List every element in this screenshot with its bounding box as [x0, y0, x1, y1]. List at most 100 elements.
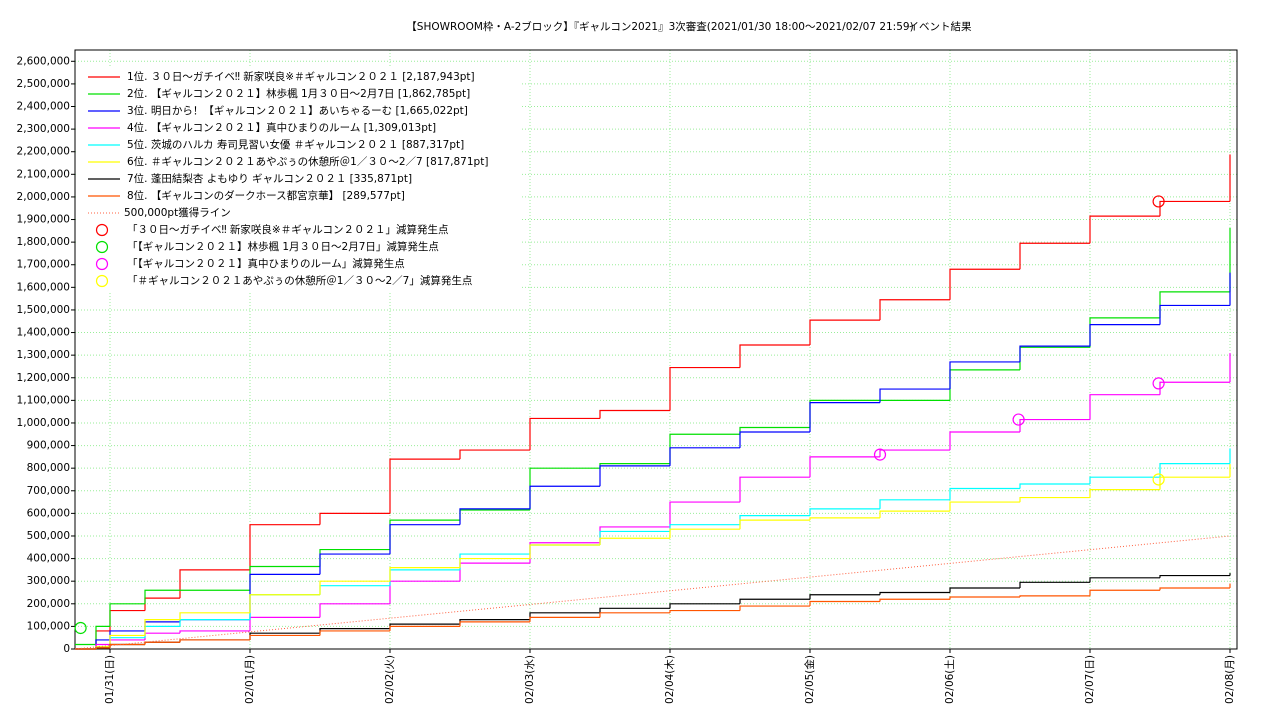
y-tick-label: 0 [63, 643, 70, 655]
y-tick-label: 2,500,000 [17, 78, 70, 90]
series-step [669, 366, 740, 411]
series-step [389, 569, 460, 586]
series-step [1159, 476, 1230, 490]
series-step [1019, 346, 1090, 370]
x-tick-label: 02/02(火) [384, 655, 396, 704]
series-step [459, 621, 530, 627]
series-step [1019, 345, 1090, 362]
decrement-point [1152, 473, 1165, 486]
legend-label: 「【ギャルコン２０２１】真中ひまりのルーム」減算発生点 [127, 257, 405, 270]
legend-swatch [95, 223, 109, 237]
series-step [809, 594, 880, 600]
series-step [1089, 577, 1160, 583]
series-step [529, 417, 600, 451]
series-step [739, 605, 810, 611]
chart-title: 【SHOWROOM枠・A-2ブロック】『ギャルコン2021』3次審査(2021/… [406, 20, 913, 33]
series-step [179, 619, 250, 627]
legend-label: 5位. 茨城のハルカ 寿司見習い女優 ＃ギャルコン２０２１ [887,317pt… [127, 138, 464, 151]
legend-label: 4位. 【ギャルコン２０２１】真中ひまりのルーム [1,309,013pt] [127, 121, 436, 134]
series-step [949, 431, 1020, 451]
legend-box [77, 66, 522, 292]
series-step [249, 594, 320, 613]
series-step [529, 616, 600, 622]
series-step [669, 447, 740, 466]
series-step [739, 431, 810, 448]
y-tick-label: 2,100,000 [17, 168, 70, 180]
y-tick-label: 900,000 [27, 440, 70, 452]
series-step [599, 465, 670, 487]
series-step [179, 630, 250, 634]
series-step [879, 499, 950, 509]
x-tick-label: 02/05(金) [803, 655, 816, 704]
series-step [249, 634, 320, 640]
series-step [319, 512, 390, 525]
series-step [1159, 463, 1230, 478]
series-step [144, 589, 180, 604]
y-tick-label: 2,300,000 [17, 123, 70, 135]
series-step [319, 580, 390, 595]
x-tick-label: 02/06(土) [943, 655, 956, 704]
series-step [879, 510, 950, 518]
legend-label: 7位. 蓬田結梨杏 よもゆり ギャルコン２０２１ [335,871pt] [127, 172, 412, 185]
legend-label: 8位. 【ギャルコンのダークホース都宮京華】 [289,577pt] [127, 189, 405, 202]
series-step [809, 399, 880, 428]
decrement-point [1152, 195, 1165, 208]
series-step [739, 476, 810, 503]
legend-label: 2位. 【ギャルコン２０２１】林歩楓 1月３０日〜2月7日 [1,862,785… [127, 87, 470, 100]
y-tick-label: 200,000 [27, 598, 70, 610]
series-step [389, 625, 460, 631]
series-step [389, 524, 460, 555]
series-step [809, 402, 880, 433]
legend-label: 1位. ３０日〜ガチイベ‼ 新家咲良※＃ギャルコン２０２１ [2,187,943… [127, 70, 475, 83]
series-step [179, 639, 250, 643]
series-step [949, 361, 1020, 390]
series-step [319, 603, 390, 618]
decrement-point [873, 448, 887, 461]
series-step [459, 553, 530, 570]
series-step [599, 612, 670, 618]
series-step [599, 409, 670, 419]
series-step [599, 537, 670, 546]
y-tick-label: 1,700,000 [17, 259, 70, 271]
legend-swatch [95, 274, 109, 288]
series-step [529, 467, 600, 510]
series-step [1019, 242, 1090, 270]
series-step [459, 509, 530, 521]
decrement-point [74, 621, 87, 635]
series-step [669, 609, 740, 613]
series-step [109, 634, 145, 647]
y-tick-label: 1,900,000 [17, 214, 70, 226]
series-step [389, 567, 460, 582]
series-step [1019, 483, 1090, 489]
x-tick-label: 02/03(水) [524, 655, 536, 704]
series-step [1019, 581, 1090, 588]
series-step [249, 565, 320, 591]
x-tick-label: 01/31(日) [104, 655, 116, 704]
series-step [179, 569, 250, 599]
series-step [949, 596, 1020, 600]
legend-label: 「【ギャルコン２０２１】林歩楓 1月３０日〜2月7日」減算発生点 [127, 240, 439, 253]
series-step [459, 562, 530, 582]
series-step [95, 647, 110, 649]
legend-label: 500,000pt獲得ライン [124, 206, 231, 219]
y-tick-label: 1,200,000 [17, 372, 70, 384]
series-step [1089, 215, 1160, 244]
series-step [949, 369, 1020, 401]
series-step [319, 630, 390, 636]
series-step [1089, 489, 1160, 498]
y-tick-label: 500,000 [27, 530, 70, 542]
series-step [809, 319, 880, 345]
series-step [879, 591, 950, 595]
series-step [809, 517, 880, 521]
series-step [739, 426, 810, 435]
y-tick-label: 400,000 [27, 553, 70, 565]
series-step [459, 557, 530, 568]
series-step [949, 487, 1020, 500]
y-tick-label: 1,100,000 [17, 394, 70, 406]
series-step [1159, 381, 1230, 395]
series-step [389, 580, 460, 604]
series-step [1089, 589, 1160, 596]
series-step [669, 603, 740, 609]
series-step [459, 449, 530, 460]
